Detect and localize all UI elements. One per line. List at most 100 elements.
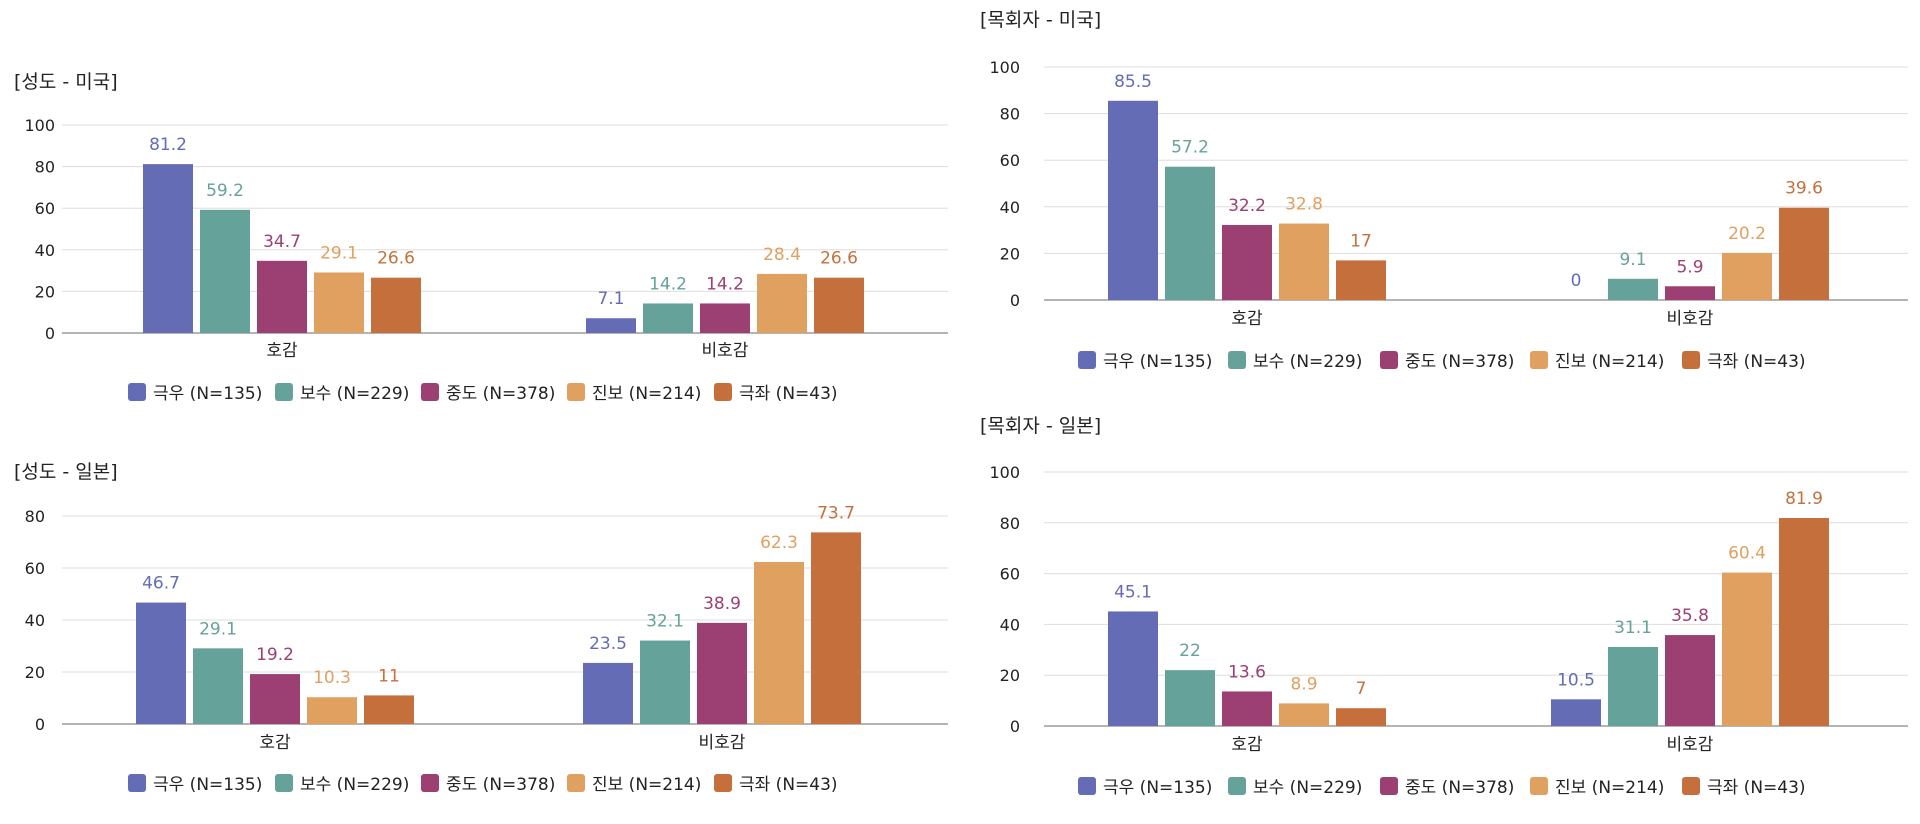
y-tick-label: 100 xyxy=(24,116,55,135)
bar xyxy=(754,562,804,724)
data-label: 85.5 xyxy=(1114,72,1152,92)
bar xyxy=(1779,517,1829,726)
legend-label: 보수 (N=229) xyxy=(1253,352,1362,372)
y-tick-label: 60 xyxy=(1000,565,1020,584)
data-label: 60.4 xyxy=(1728,544,1766,564)
chart-panel-2: [목회자 - 미국] 0 20 40 60 80 100 85.5 57.2 32.2 32.8 17… xyxy=(980,9,1908,372)
y-tick-label: 0 xyxy=(35,715,45,734)
data-label: 32.1 xyxy=(646,612,684,632)
chart-title: [성도 - 미국] xyxy=(14,71,118,93)
bar xyxy=(1165,670,1215,726)
bar xyxy=(1222,691,1272,726)
y-tick-label: 60 xyxy=(25,559,45,578)
data-label: 13.6 xyxy=(1228,662,1266,682)
legend-label: 극우 (N=135) xyxy=(1103,778,1212,798)
bar xyxy=(193,648,243,724)
legend-swatch xyxy=(1530,351,1548,369)
y-tick-label: 80 xyxy=(35,158,55,177)
data-label: 11 xyxy=(378,666,400,686)
x-tick-label: 비호감 xyxy=(1667,735,1714,755)
legend-swatch xyxy=(567,774,585,792)
data-label: 17 xyxy=(1350,231,1372,251)
legend-swatch xyxy=(1530,777,1548,795)
data-label: 81.9 xyxy=(1785,489,1823,509)
data-label: 32.2 xyxy=(1228,196,1266,216)
bar xyxy=(1279,223,1329,300)
legend-swatch xyxy=(1380,351,1398,369)
y-tick-label: 100 xyxy=(989,463,1020,482)
data-label: 26.6 xyxy=(820,249,858,269)
legend: 극우 (N=135) 보수 (N=229) 중도 (N=378) 진보 (N=214)… xyxy=(128,774,838,795)
legend-label: 극좌 (N=43) xyxy=(739,775,838,795)
data-label: 0 xyxy=(1571,271,1582,291)
legend-label: 중도 (N=378) xyxy=(446,384,555,404)
y-tick-label: 40 xyxy=(1000,198,1020,217)
legend-label: 보수 (N=229) xyxy=(300,384,409,404)
data-label: 20.2 xyxy=(1728,224,1766,244)
y-tick-label: 40 xyxy=(25,611,45,630)
bar xyxy=(757,273,807,333)
bar xyxy=(1779,207,1829,300)
x-tick-label: 호감 xyxy=(1231,735,1263,755)
legend-swatch xyxy=(275,774,293,792)
bar xyxy=(371,277,421,333)
x-tick-label: 호감 xyxy=(266,341,298,361)
bar xyxy=(250,674,300,724)
data-label: 10.3 xyxy=(313,668,351,688)
legend-swatch xyxy=(128,383,146,401)
bar xyxy=(1108,611,1158,726)
legend-label: 진보 (N=214) xyxy=(1555,778,1664,798)
data-label: 7 xyxy=(1356,679,1367,699)
chart-panel-1: [성도 - 미국] 0 20 40 60 80 100 81.2 59.2 34.7 29.1 26.… xyxy=(14,71,948,404)
bar xyxy=(200,209,250,333)
legend-label: 극우 (N=135) xyxy=(1103,352,1212,372)
data-label: 10.5 xyxy=(1557,670,1595,690)
legend-swatch xyxy=(1228,351,1246,369)
chart-title: [목회자 - 미국] xyxy=(980,9,1101,31)
data-label: 29.1 xyxy=(320,243,358,263)
bar xyxy=(640,640,690,724)
legend: 극우 (N=135) 보수 (N=229) 중도 (N=378) 진보 (N=214)… xyxy=(1078,351,1806,372)
data-label: 26.6 xyxy=(377,249,415,269)
data-label: 5.9 xyxy=(1676,257,1703,277)
legend-label: 진보 (N=214) xyxy=(592,384,701,404)
bar xyxy=(1336,708,1386,726)
data-label: 57.2 xyxy=(1171,138,1209,158)
legend-label: 보수 (N=229) xyxy=(300,775,409,795)
x-tick-label: 비호감 xyxy=(1667,309,1714,329)
bar xyxy=(143,164,193,333)
bar xyxy=(1608,647,1658,726)
legend-swatch xyxy=(421,774,439,792)
x-tick-label: 호감 xyxy=(259,733,291,753)
y-tick-label: 20 xyxy=(1000,244,1020,263)
bar xyxy=(136,602,186,724)
bar xyxy=(697,622,747,724)
y-tick-label: 20 xyxy=(35,282,55,301)
bar xyxy=(1608,278,1658,300)
legend-label: 중도 (N=378) xyxy=(1405,352,1514,372)
legend-swatch xyxy=(128,774,146,792)
data-label: 45.1 xyxy=(1114,582,1152,602)
data-label: 14.2 xyxy=(649,274,687,294)
legend-swatch xyxy=(567,383,585,401)
data-label: 39.6 xyxy=(1785,179,1823,199)
bar xyxy=(1665,635,1715,726)
y-tick-label: 0 xyxy=(1010,717,1020,736)
legend-label: 극좌 (N=43) xyxy=(1707,778,1806,798)
bar xyxy=(1279,703,1329,726)
chart-panel-4: [목회자 - 일본] 0 20 40 60 80 100 45.1 22 13.6 8.9 7 호감 10… xyxy=(980,415,1908,798)
legend-label: 중도 (N=378) xyxy=(1405,778,1514,798)
bar xyxy=(1336,260,1386,300)
x-tick-label: 비호감 xyxy=(702,341,749,361)
legend-label: 진보 (N=214) xyxy=(592,775,701,795)
bar xyxy=(257,260,307,333)
bar xyxy=(583,662,633,724)
bar xyxy=(364,695,414,724)
legend: 극우 (N=135) 보수 (N=229) 중도 (N=378) 진보 (N=214)… xyxy=(1078,777,1806,798)
bar xyxy=(814,277,864,333)
data-label: 34.7 xyxy=(263,232,301,252)
legend-swatch xyxy=(275,383,293,401)
y-tick-label: 60 xyxy=(35,199,55,218)
y-tick-label: 20 xyxy=(1000,666,1020,685)
data-label: 62.3 xyxy=(760,533,798,553)
